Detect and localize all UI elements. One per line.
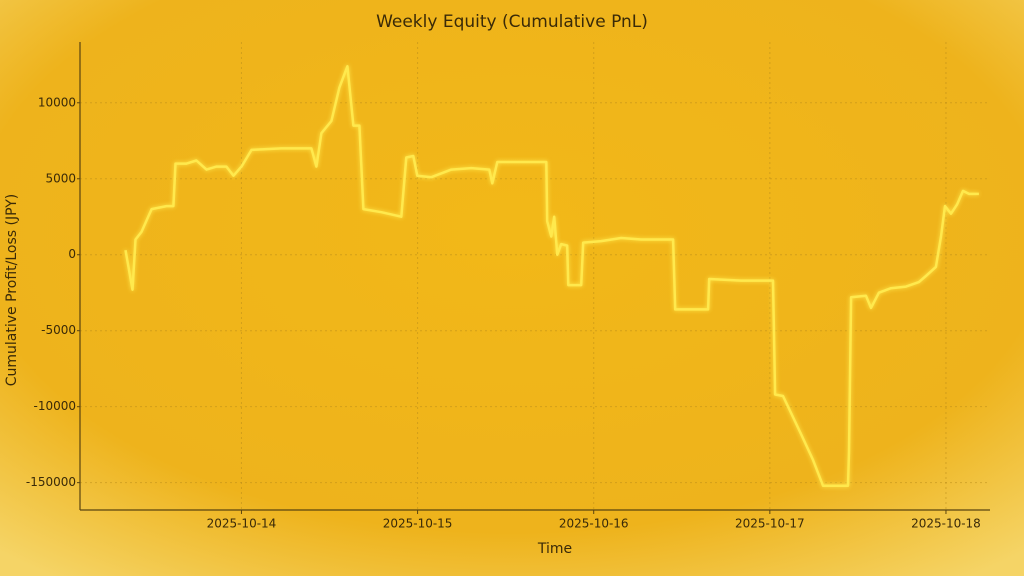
- x-axis-label: Time: [537, 541, 572, 557]
- y-tick-label: 5000: [45, 171, 76, 185]
- x-tick-label: 2025-10-16: [559, 517, 629, 531]
- x-tick-label: 2025-10-17: [735, 517, 805, 531]
- x-tick-label: 2025-10-15: [383, 517, 453, 531]
- y-tick-label: -5000: [41, 323, 76, 337]
- equity-line: [124, 65, 979, 487]
- x-tick-label: 2025-10-14: [207, 517, 277, 531]
- grid: [80, 42, 990, 510]
- y-tick-label: -10000: [33, 399, 76, 413]
- y-tick-label: -150000: [26, 475, 76, 489]
- y-tick-label: 0: [68, 247, 76, 261]
- x-tick-label: 2025-10-18: [911, 517, 981, 531]
- y-tick-label: 10000: [38, 95, 76, 109]
- y-axis-label: Cumulative Profit/Loss (JPY): [4, 194, 20, 387]
- chart-title: Weekly Equity (Cumulative PnL): [376, 12, 648, 32]
